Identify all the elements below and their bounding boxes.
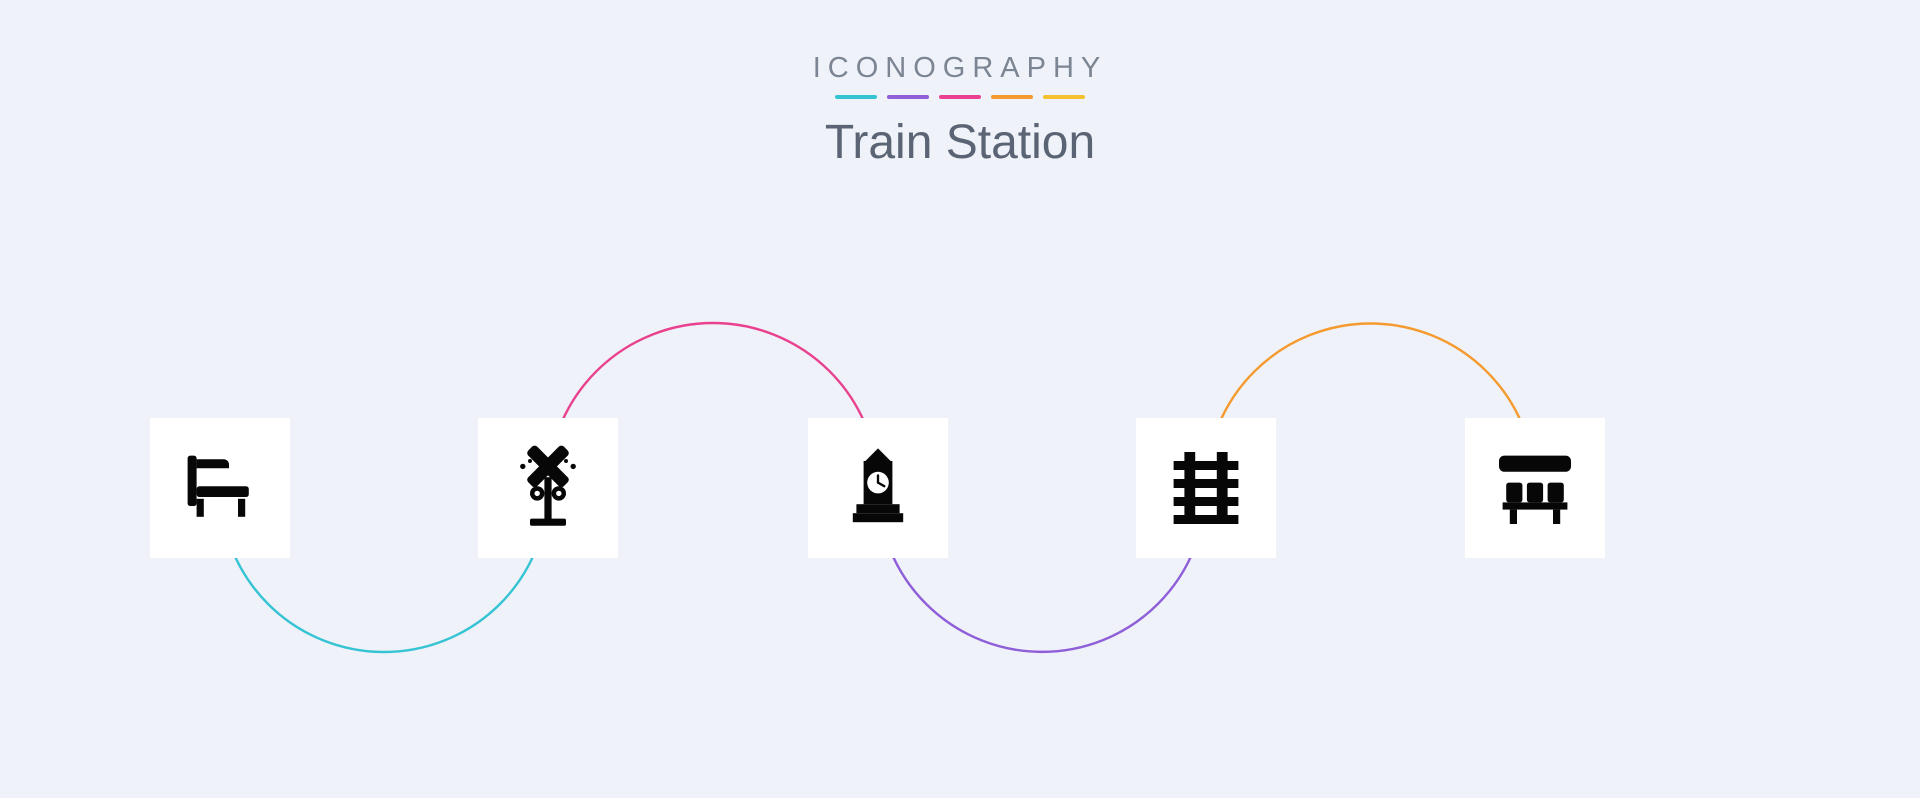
page-title: Train Station bbox=[0, 115, 1920, 170]
icon-tile-clock-tower[interactable] bbox=[808, 418, 948, 558]
icon-tile-seats[interactable] bbox=[1465, 418, 1605, 558]
brand-label: ICONOGRAPHY bbox=[0, 52, 1920, 85]
header: ICONOGRAPHY Train Station bbox=[0, 0, 1920, 170]
railroad-crossing-icon bbox=[503, 443, 593, 533]
waiting-seats-icon bbox=[1490, 443, 1580, 533]
underline-seg-2 bbox=[887, 95, 929, 99]
icon-tile-bench[interactable] bbox=[150, 418, 290, 558]
brand-underline bbox=[0, 95, 1920, 99]
clock-tower-icon bbox=[833, 443, 923, 533]
underline-seg-3 bbox=[939, 95, 981, 99]
icon-tile-track[interactable] bbox=[1136, 418, 1276, 558]
underline-seg-1 bbox=[835, 95, 877, 99]
rail-track-icon bbox=[1161, 443, 1251, 533]
icon-tile-crossing[interactable] bbox=[478, 418, 618, 558]
bench-icon bbox=[175, 443, 265, 533]
underline-seg-5 bbox=[1043, 95, 1085, 99]
underline-seg-4 bbox=[991, 95, 1033, 99]
